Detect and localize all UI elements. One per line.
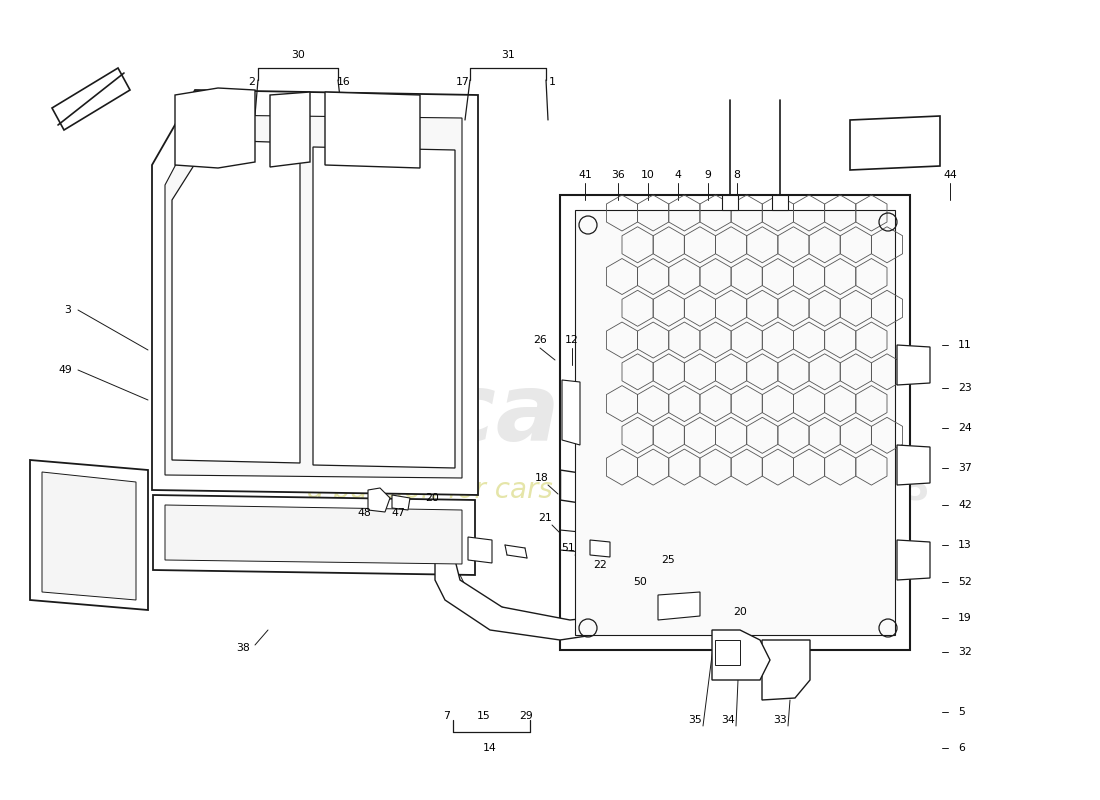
Polygon shape — [896, 445, 929, 485]
Text: 41: 41 — [579, 170, 592, 180]
Text: 30: 30 — [292, 50, 305, 60]
Text: 5: 5 — [958, 707, 965, 717]
Polygon shape — [368, 488, 390, 512]
Polygon shape — [772, 195, 788, 210]
Text: 4: 4 — [674, 170, 681, 180]
Polygon shape — [52, 68, 130, 130]
Text: 38: 38 — [236, 643, 250, 653]
Text: 11: 11 — [958, 340, 971, 350]
Text: 19: 19 — [958, 613, 971, 623]
Text: 44: 44 — [943, 170, 957, 180]
Text: 42: 42 — [958, 500, 971, 510]
Text: 23: 23 — [958, 383, 971, 393]
Polygon shape — [896, 345, 929, 385]
Text: 15: 15 — [477, 711, 491, 721]
Polygon shape — [324, 92, 420, 168]
Text: 31: 31 — [502, 50, 515, 60]
Text: a passion for cars: a passion for cars — [307, 476, 553, 504]
Text: 13: 13 — [958, 540, 971, 550]
Text: 3: 3 — [65, 305, 72, 315]
Text: 20: 20 — [733, 607, 747, 617]
Polygon shape — [560, 195, 910, 650]
Polygon shape — [468, 537, 492, 563]
Polygon shape — [152, 90, 478, 495]
Polygon shape — [896, 540, 929, 580]
Text: 24: 24 — [958, 423, 971, 433]
Text: 49: 49 — [58, 365, 72, 375]
Polygon shape — [270, 92, 310, 167]
Polygon shape — [658, 592, 700, 620]
Polygon shape — [762, 640, 810, 700]
Polygon shape — [30, 460, 148, 610]
Polygon shape — [722, 195, 738, 210]
Polygon shape — [165, 505, 462, 564]
Text: 9: 9 — [705, 170, 712, 180]
Text: 52: 52 — [958, 577, 971, 587]
Text: 2: 2 — [249, 77, 255, 87]
Polygon shape — [165, 115, 462, 478]
Polygon shape — [314, 147, 455, 468]
Text: 8: 8 — [734, 170, 740, 180]
Polygon shape — [175, 88, 255, 168]
Polygon shape — [172, 140, 300, 463]
Text: eurocars: eurocars — [197, 369, 662, 461]
Polygon shape — [575, 210, 895, 635]
Polygon shape — [590, 540, 610, 557]
Polygon shape — [42, 472, 136, 600]
Text: 48: 48 — [358, 508, 371, 518]
Text: 33: 33 — [773, 715, 786, 725]
Text: 35: 35 — [689, 715, 702, 725]
Text: 37: 37 — [958, 463, 971, 473]
Polygon shape — [153, 495, 475, 575]
Text: 14: 14 — [483, 743, 497, 753]
Text: 1: 1 — [549, 77, 556, 87]
Text: 26: 26 — [534, 335, 547, 345]
Polygon shape — [850, 116, 940, 170]
Text: 36: 36 — [612, 170, 625, 180]
Text: 10: 10 — [641, 170, 654, 180]
Polygon shape — [392, 495, 410, 510]
Text: 34: 34 — [722, 715, 735, 725]
Text: 16: 16 — [337, 77, 351, 87]
Text: 29: 29 — [519, 711, 532, 721]
Text: 32: 32 — [958, 647, 971, 657]
Text: 50: 50 — [634, 577, 647, 587]
Text: 7: 7 — [443, 711, 450, 721]
Polygon shape — [434, 520, 750, 640]
Polygon shape — [562, 380, 580, 445]
Text: 17: 17 — [456, 77, 470, 87]
Text: 21: 21 — [538, 513, 552, 523]
Text: 18: 18 — [535, 473, 549, 483]
Text: 12: 12 — [565, 335, 579, 345]
Polygon shape — [712, 630, 770, 680]
Polygon shape — [715, 640, 740, 665]
Text: 47: 47 — [392, 508, 405, 518]
Text: 6: 6 — [958, 743, 965, 753]
Text: 51: 51 — [561, 543, 575, 553]
Text: 25: 25 — [661, 555, 675, 565]
Text: 22: 22 — [593, 560, 607, 570]
Text: 20: 20 — [425, 493, 439, 503]
Text: 1085: 1085 — [829, 473, 931, 507]
